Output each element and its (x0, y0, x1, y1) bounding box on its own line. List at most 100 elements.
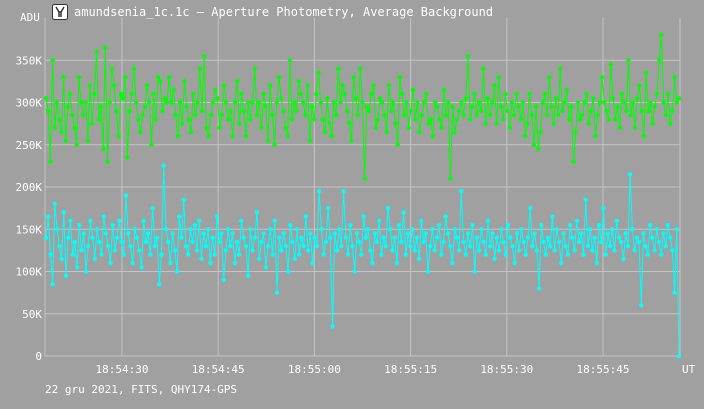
data-point (214, 214, 220, 219)
data-point (527, 91, 532, 97)
data-point (483, 252, 488, 257)
data-point (83, 269, 89, 274)
data-point (72, 125, 77, 131)
data-point (131, 66, 137, 71)
data-point (632, 248, 637, 253)
data-point (452, 227, 457, 232)
data-point (446, 100, 451, 105)
data-point (136, 117, 141, 122)
data-point (435, 104, 440, 109)
data-point (297, 252, 302, 257)
data-point (116, 134, 121, 139)
data-point (352, 269, 357, 274)
data-point (643, 243, 648, 249)
data-point (239, 218, 244, 223)
data-point (88, 218, 93, 223)
data-point (647, 222, 653, 228)
data-point (403, 252, 409, 257)
data-point (434, 235, 440, 240)
data-point (235, 79, 240, 84)
data-point (94, 49, 99, 54)
data-point (419, 218, 424, 223)
data-point (72, 239, 78, 245)
data-point (668, 121, 673, 126)
data-point (332, 231, 337, 236)
data-point (241, 235, 246, 240)
data-point (652, 248, 657, 253)
data-point (230, 134, 236, 139)
data-point (481, 66, 486, 71)
data-point (68, 218, 73, 223)
data-point (529, 112, 534, 118)
data-point (590, 248, 595, 253)
data-point (641, 231, 646, 236)
data-point (342, 91, 348, 97)
data-point (46, 108, 51, 114)
data-point (261, 91, 266, 97)
data-point (587, 227, 593, 232)
data-point (573, 129, 578, 135)
data-point (602, 100, 607, 105)
data-point (169, 100, 174, 105)
data-point (212, 252, 217, 257)
data-point (511, 112, 517, 118)
data-point (323, 239, 329, 245)
data-point (259, 125, 264, 131)
data-point (554, 227, 560, 232)
data-point (591, 96, 596, 101)
data-point (197, 218, 202, 223)
data-point (542, 91, 548, 97)
data-point (250, 100, 255, 105)
data-point (608, 62, 614, 67)
data-point (423, 231, 428, 236)
data-point (341, 189, 346, 194)
data-point (46, 214, 51, 219)
data-point (604, 108, 609, 114)
data-point (208, 260, 213, 266)
data-point (142, 104, 148, 109)
data-point (163, 227, 169, 232)
data-point (108, 260, 113, 266)
data-point (147, 100, 152, 105)
series-green (43, 32, 682, 181)
data-point (309, 104, 315, 109)
data-point (505, 222, 511, 228)
label-layer: 0 50K 100K 150K 200K 250K 300K 350K 18:54:30 18:5… (16, 11, 696, 376)
data-point (356, 239, 362, 245)
data-point (441, 239, 446, 245)
data-point (299, 235, 304, 240)
data-point (551, 121, 556, 126)
data-point (259, 239, 264, 245)
data-point (635, 96, 640, 101)
data-point (361, 214, 366, 219)
data-point (59, 256, 64, 262)
data-point (181, 197, 186, 202)
data-point (208, 112, 214, 118)
data-point (349, 138, 354, 143)
data-point (305, 248, 311, 253)
data-point (450, 104, 455, 109)
data-point (505, 108, 510, 114)
data-point (654, 227, 659, 232)
data-point (430, 134, 436, 139)
data-point (674, 100, 679, 105)
data-point (579, 231, 584, 236)
data-point (374, 239, 380, 245)
data-point (428, 117, 433, 122)
data-point (217, 125, 222, 131)
data-point (394, 260, 400, 266)
data-point (496, 248, 502, 253)
data-point (103, 45, 108, 50)
data-point (656, 239, 662, 245)
data-point (59, 129, 64, 135)
data-point (397, 74, 403, 80)
data-point (516, 104, 521, 109)
data-point (536, 286, 542, 291)
data-point (380, 100, 385, 105)
data-point (406, 125, 411, 131)
data-point (428, 243, 433, 249)
data-point (186, 117, 192, 122)
data-point (388, 227, 393, 232)
